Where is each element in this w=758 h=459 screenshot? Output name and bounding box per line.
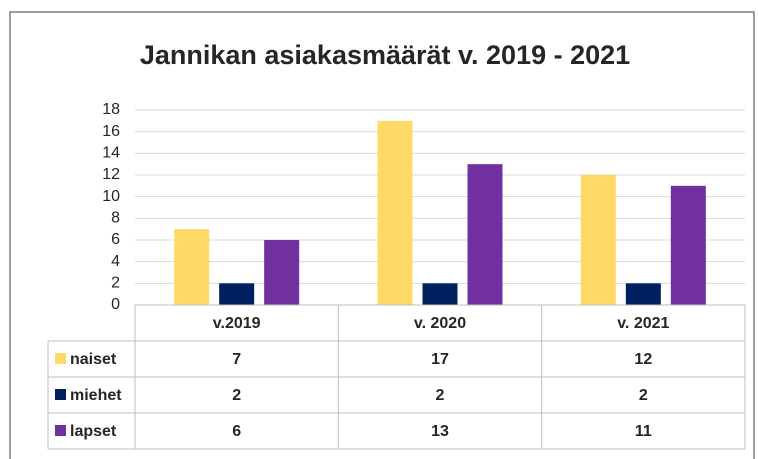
- y-tick-label: 6: [111, 231, 120, 248]
- table-value: 11: [635, 423, 652, 440]
- y-tick-label: 16: [102, 123, 120, 140]
- bar: [264, 240, 300, 305]
- table-value: 13: [431, 423, 449, 440]
- y-tick-label: 4: [111, 253, 120, 270]
- x-tick-label: v. 2020: [414, 315, 466, 332]
- bar: [625, 283, 661, 305]
- legend-key: [55, 389, 66, 400]
- bar: [174, 229, 210, 305]
- bar: [377, 120, 413, 305]
- y-tick-label: 8: [111, 210, 120, 227]
- bar: [422, 283, 458, 305]
- legend-key: [55, 353, 66, 364]
- bar: [580, 175, 616, 305]
- table-value: 17: [431, 351, 449, 368]
- y-tick-label: 10: [102, 188, 120, 205]
- legend-key: [55, 425, 66, 436]
- legend-label: lapset: [70, 423, 117, 440]
- y-tick-label: 0: [111, 296, 120, 313]
- y-tick-label: 12: [102, 166, 120, 183]
- chart-title: Jannikan asiakasmäärät v. 2019 - 2021: [140, 40, 630, 70]
- table-value: 7: [232, 351, 241, 368]
- y-tick-label: 18: [102, 101, 120, 118]
- legend-label: naiset: [70, 351, 117, 368]
- bar: [670, 185, 706, 305]
- table-value: 12: [634, 351, 652, 368]
- y-tick-label: 2: [111, 275, 120, 292]
- table-value: 2: [436, 387, 445, 404]
- table-value: 6: [232, 423, 241, 440]
- bar: [467, 164, 503, 305]
- legend-label: miehet: [70, 387, 122, 404]
- x-tick-label: v. 2021: [617, 315, 669, 332]
- bar: [219, 283, 255, 305]
- y-tick-label: 14: [102, 145, 120, 162]
- x-tick-label: v.2019: [213, 315, 261, 332]
- table-value: 2: [232, 387, 241, 404]
- table-value: 2: [639, 387, 648, 404]
